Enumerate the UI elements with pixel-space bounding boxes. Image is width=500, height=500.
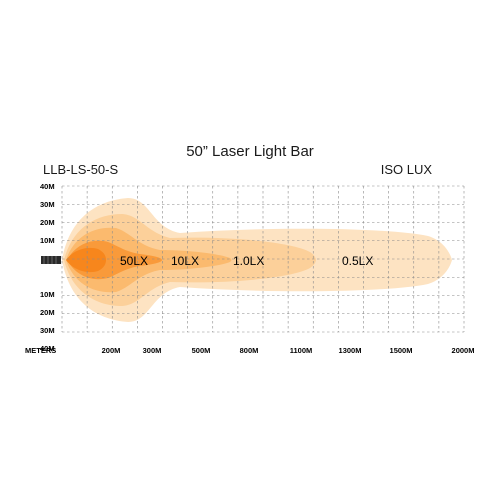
model-number: LLB-LS-50-S (43, 162, 119, 177)
page-title: 50” Laser Light Bar (186, 143, 314, 160)
y-tick-label: 20M (40, 308, 55, 317)
zone-label-1-0lx: 1.0LX (233, 254, 264, 268)
x-tick-label: 2000M (452, 346, 475, 355)
x-axis-label: METERS (25, 346, 56, 355)
unit-label: ISO LUX (380, 162, 432, 177)
y-axis: 40M 30M 20M 10M 10M 20M 30M 40M (40, 182, 55, 353)
light-bar-icon (41, 256, 61, 264)
x-tick-label: 500M (192, 346, 211, 355)
y-tick-label: 30M (40, 200, 55, 209)
y-tick-label: 10M (40, 236, 55, 245)
y-tick-label: 10M (40, 290, 55, 299)
x-axis: METERS 200M 300M 500M 800M 1100M 1300M 1… (25, 346, 474, 355)
x-tick-label: 800M (240, 346, 259, 355)
x-tick-label: 1500M (390, 346, 413, 355)
zone-label-0-5lx: 0.5LX (342, 254, 373, 268)
x-tick-label: 200M (102, 346, 121, 355)
x-tick-label: 300M (143, 346, 162, 355)
y-tick-label: 40M (40, 344, 55, 353)
y-tick-label: 20M (40, 218, 55, 227)
zone-label-10lx: 10LX (171, 254, 199, 268)
grid-lines (61, 185, 465, 333)
x-tick-label: 1300M (339, 346, 362, 355)
y-tick-label: 40M (40, 182, 55, 191)
zone-label-50lx: 50LX (120, 254, 148, 268)
y-tick-label: 30M (40, 326, 55, 335)
x-tick-label: 1100M (290, 346, 313, 355)
beam-zones (62, 198, 452, 322)
zone-hot-core (66, 247, 106, 273)
